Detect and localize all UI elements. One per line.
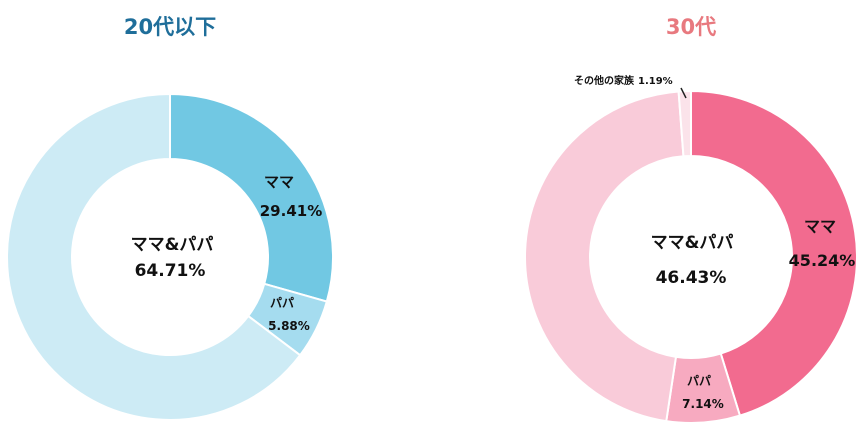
slice-label-mama-20s: ママ: [264, 173, 294, 191]
slice-value-mama-30s: 45.24%: [789, 251, 856, 270]
slice-label-papa-20s: パパ: [270, 296, 294, 310]
leader-line-other-30s: [680, 87, 687, 99]
donut-slice-0-2: [6, 92, 302, 421]
slice-value-papa-20s: 5.88%: [268, 319, 310, 333]
slice-label-mama-30s: ママ: [804, 217, 836, 236]
chart-title-20s: 20代以下: [124, 15, 216, 39]
slice-label-papa-30s: パパ: [687, 374, 711, 388]
chart-30s: 30代 ママ&パパ 46.43% ママ 45.24% パパ 7.14% その他の…: [524, 15, 858, 424]
center-label-20s: ママ&パパ: [131, 235, 214, 255]
donut-20s: [6, 92, 334, 421]
donut-slice-0-0: [169, 92, 334, 303]
center-label-30s: ママ&パパ: [651, 233, 734, 253]
donut-slice-1-2: [524, 90, 685, 423]
slice-value-papa-30s: 7.14%: [682, 397, 724, 411]
chart-20s: 20代以下 ママ&パパ 64.71% ママ 29.41% パパ 5.88%: [6, 15, 334, 421]
center-value-30s: 46.43%: [656, 268, 727, 288]
donut-slice-1-0: [690, 89, 858, 417]
center-value-20s: 64.71%: [135, 261, 206, 281]
chart-title-30s: 30代: [666, 15, 716, 39]
slice-label-other-30s: その他の家族 1.19%: [574, 74, 673, 87]
slice-value-mama-20s: 29.41%: [260, 202, 322, 220]
